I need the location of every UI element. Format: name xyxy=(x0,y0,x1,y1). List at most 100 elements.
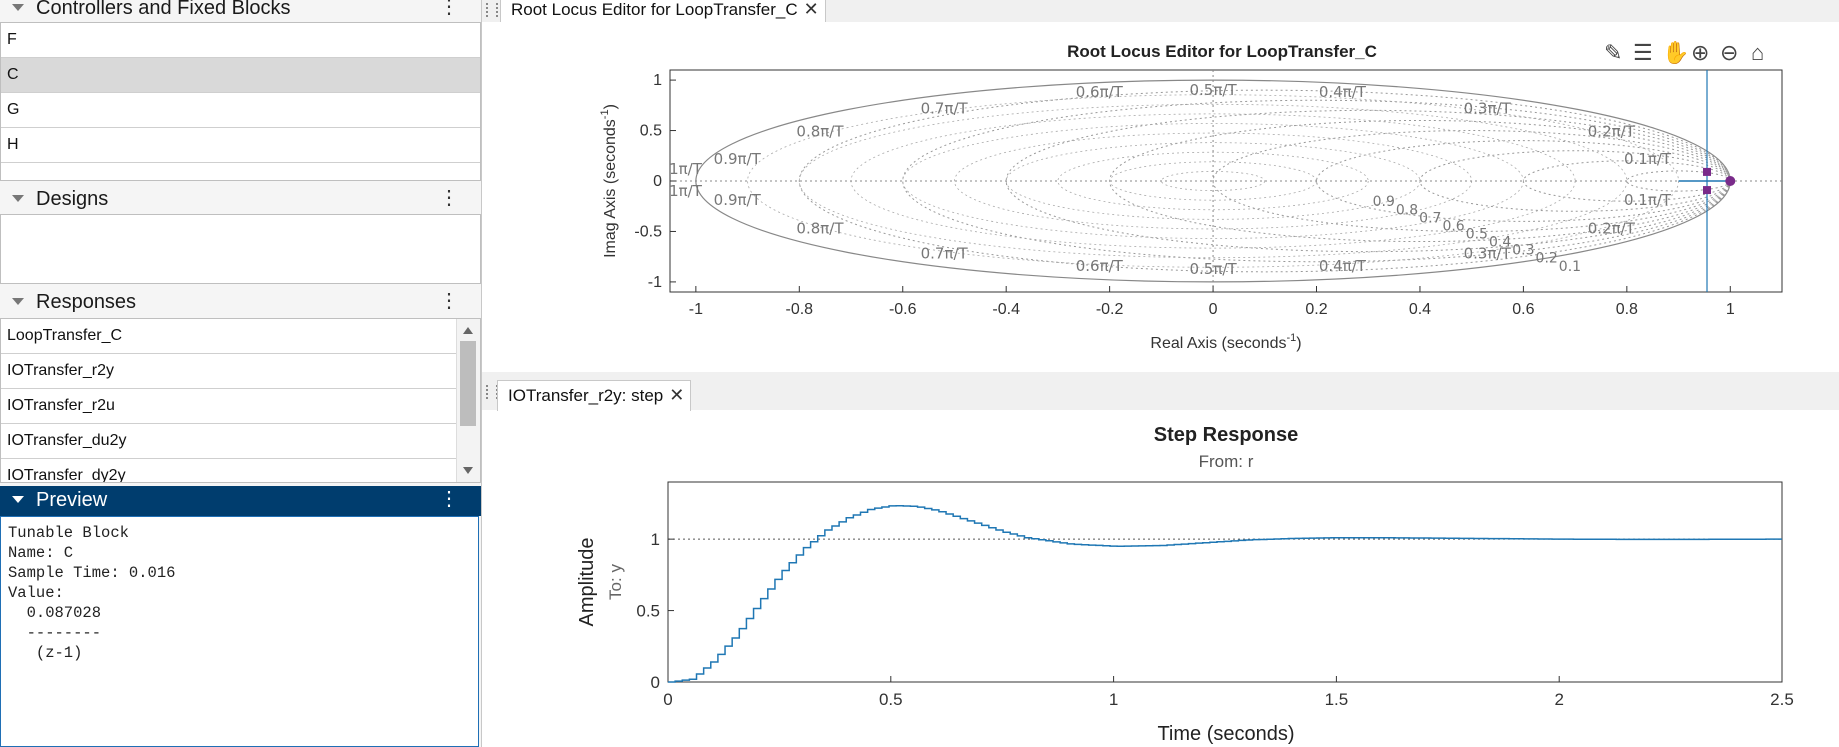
grid-label: 0.4π/T xyxy=(1319,257,1367,275)
zoom-out-icon[interactable]: ⊖ xyxy=(1720,40,1739,65)
grid-label: 0.6π/T xyxy=(1076,83,1124,101)
x-tick-label: 2 xyxy=(1554,690,1563,709)
grid-label: 0.7π/T xyxy=(921,245,969,263)
grid-label: 0.8π/T xyxy=(796,219,844,237)
x-tick-label: -1 xyxy=(689,301,703,318)
close-icon[interactable]: ✕ xyxy=(803,0,819,19)
damping-label: 0.6 xyxy=(1442,218,1464,234)
responses-list: LoopTransfer_C IOTransfer_r2y IOTransfer… xyxy=(0,318,481,483)
x-tick-label: 2.5 xyxy=(1770,690,1794,709)
y-tick-label: 0.5 xyxy=(636,602,660,621)
x-tick-label: 0.6 xyxy=(1512,301,1534,318)
tab-step[interactable]: IOTransfer_r2y: step ✕ xyxy=(497,380,692,411)
damping-label: 0.3 xyxy=(1512,243,1534,259)
x-tick-label: 1 xyxy=(1726,301,1735,318)
x-tick-label: 1 xyxy=(1109,690,1118,709)
preview-pane: Tunable Block Name: C Sample Time: 0.016 Va… xyxy=(0,516,479,747)
damping-label: 0.5 xyxy=(1466,226,1488,242)
edit-icon[interactable]: ✎ xyxy=(1604,40,1623,65)
scroll-thumb[interactable] xyxy=(460,341,476,426)
vertical-scrollbar[interactable] xyxy=(456,319,480,482)
list-item-selected[interactable]: C xyxy=(1,58,480,93)
x-tick-label: 0.2 xyxy=(1305,301,1327,318)
list-item[interactable]: IOTransfer_r2y xyxy=(1,354,456,389)
y-axis-label: Amplitude xyxy=(576,538,598,627)
y-tick-label: 0 xyxy=(653,173,662,190)
responses-header[interactable]: Responses ⋮ xyxy=(0,288,481,316)
grid-label: 0.9π/T xyxy=(714,191,762,209)
damping-label: 0.8 xyxy=(1396,202,1418,218)
y-tick-label: -1 xyxy=(648,274,662,291)
more-options-icon[interactable]: ⋮ xyxy=(439,290,459,312)
y-tick-label: 1 xyxy=(651,530,660,549)
drag-handle-icon[interactable] xyxy=(486,3,498,17)
more-options-icon[interactable]: ⋮ xyxy=(439,187,459,209)
close-icon[interactable]: ✕ xyxy=(669,385,685,405)
preview-title: Preview xyxy=(36,489,108,511)
preview-line: -------- xyxy=(8,624,102,642)
open-loop-pole xyxy=(1725,176,1736,186)
x-tick-label: 0.4 xyxy=(1409,301,1431,318)
home-icon[interactable]: ⌂ xyxy=(1751,40,1765,65)
pan-icon[interactable]: ✋ xyxy=(1662,40,1690,65)
controllers-list: F C G H xyxy=(0,22,481,181)
grid-label: 0.7π/T xyxy=(921,99,969,117)
grid-label: 0.1π/T xyxy=(1624,150,1672,168)
x-axis-label: Time (seconds) xyxy=(1157,723,1294,745)
tab-label: Root Locus Editor for LoopTransfer_C xyxy=(511,0,798,19)
more-options-icon[interactable]: ⋮ xyxy=(439,488,459,510)
closed-loop-pole xyxy=(1703,186,1712,195)
scroll-down-icon[interactable] xyxy=(463,467,473,474)
grid-label: 0.2π/T xyxy=(1588,123,1636,141)
freq-grid xyxy=(1057,151,1369,211)
controllers-header[interactable]: Controllers and Fixed Blocks ⋮ xyxy=(0,0,481,22)
root-locus-plot[interactable]: Root Locus Editor for LoopTransfer_C 0.6π… xyxy=(482,22,1839,374)
grid-label: 0.8π/T xyxy=(796,123,844,141)
list-item[interactable]: LoopTransfer_C xyxy=(1,319,456,354)
y-axis-label-output: To: y xyxy=(606,564,625,600)
scroll-up-icon[interactable] xyxy=(463,327,473,334)
list-item[interactable]: H xyxy=(1,128,480,163)
grid-label: 1π/T xyxy=(669,160,703,178)
x-tick-label: 0 xyxy=(663,690,672,709)
step-response-plot[interactable]: Step Response From: r 0 0.5 1 1.5 2 2.5 0 0.5 1 Tim… xyxy=(482,410,1839,747)
list-item[interactable]: IOTransfer_r2u xyxy=(1,389,456,424)
designs-title: Designs xyxy=(36,188,109,210)
designs-header[interactable]: Designs ⋮ xyxy=(0,185,481,213)
list-item[interactable]: IOTransfer_dy2y xyxy=(1,459,456,482)
grid-label: 0.1π/T xyxy=(1624,191,1672,209)
data-tips-icon[interactable]: ☰ xyxy=(1633,40,1653,65)
axes-box xyxy=(667,481,1783,683)
preview-line: Tunable Block xyxy=(8,524,129,542)
damping-label: 0.7 xyxy=(1419,210,1441,226)
preview-line: (z-1) xyxy=(8,644,83,662)
list-item[interactable]: G xyxy=(1,93,480,128)
grid-label: 0.3π/T xyxy=(1464,99,1512,117)
preview-header[interactable]: Preview ⋮ xyxy=(0,486,481,516)
freq-grid xyxy=(1005,142,1421,220)
y-tick-label: 0.5 xyxy=(640,123,662,140)
preview-line: Sample Time: 0.016 xyxy=(8,564,176,582)
grid-label: 0.3π/T xyxy=(1464,245,1512,263)
freq-grid xyxy=(902,123,1524,239)
tab-root-locus[interactable]: Root Locus Editor for LoopTransfer_C ✕ xyxy=(500,0,826,23)
list-item[interactable]: F xyxy=(1,23,480,58)
step-tabbar xyxy=(482,374,1839,410)
grid-label: 0.2π/T xyxy=(1588,219,1636,237)
damping-label: 0.2 xyxy=(1536,251,1558,267)
y-tick-label: 0 xyxy=(651,673,660,692)
list-item[interactable]: IOTransfer_du2y xyxy=(1,424,456,459)
more-options-icon[interactable]: ⋮ xyxy=(439,0,459,18)
chevron-down-icon[interactable] xyxy=(12,4,24,11)
zoom-in-icon[interactable]: ⊕ xyxy=(1691,40,1710,65)
grid-label: 0.5π/T xyxy=(1190,81,1238,99)
x-tick-label: -0.2 xyxy=(1096,301,1124,318)
chart-subtitle: From: r xyxy=(1199,452,1254,471)
y-tick-label: -0.5 xyxy=(634,223,662,240)
closed-loop-pole xyxy=(1703,167,1712,176)
x-tick-label: 0 xyxy=(1209,301,1218,318)
chevron-down-icon[interactable] xyxy=(12,496,24,503)
damping-label: 0.4 xyxy=(1489,235,1511,251)
chevron-down-icon[interactable] xyxy=(12,195,24,202)
chevron-down-icon[interactable] xyxy=(12,298,24,305)
